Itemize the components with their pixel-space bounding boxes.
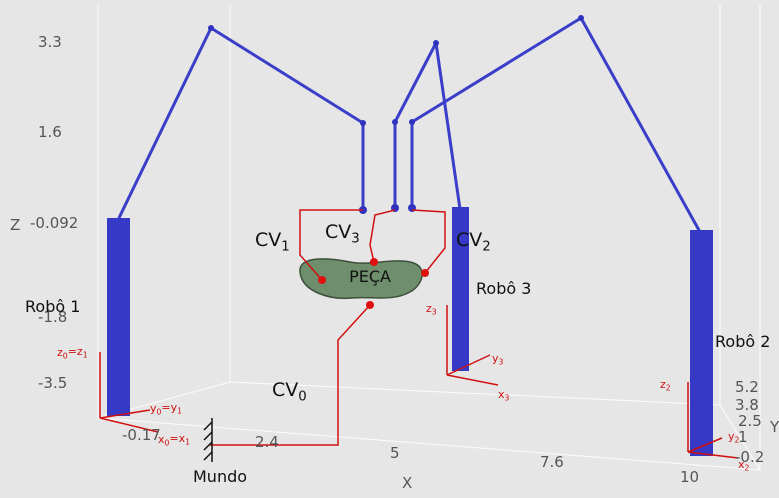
- x-tick-label: -0.17: [122, 426, 161, 444]
- frame-label-subscript: 2: [735, 436, 740, 445]
- frame-label-text: =x: [169, 432, 185, 445]
- tool-label-subscript: 2: [482, 240, 490, 255]
- frame-label-subscript: 1: [185, 438, 190, 447]
- z-tick-label: 1.6: [38, 123, 62, 141]
- x-tick-label: 7.6: [540, 453, 564, 471]
- tool-label-text: CV: [255, 229, 281, 251]
- tool-label-subscript: 3: [351, 232, 359, 247]
- z-tick-label: -0.092: [30, 214, 78, 232]
- y-axis-label: Y: [769, 418, 779, 436]
- frame-label-subscript: 3: [432, 308, 437, 317]
- bounding-box: [98, 5, 760, 470]
- frame-label: y0​=y1​: [150, 401, 182, 417]
- x-axis-label: X: [402, 474, 412, 492]
- robot-columns: [107, 207, 713, 456]
- tool-label: CV0​: [272, 379, 307, 405]
- frame-label-text: =y: [161, 401, 177, 414]
- tool-label: CV3​: [325, 221, 360, 247]
- tool-label-text: CV: [456, 229, 482, 251]
- frame-label-text: =z: [68, 345, 83, 358]
- robot-label: Robô 2: [715, 332, 770, 351]
- frame-label-subscript: 1: [177, 407, 182, 416]
- frame-label-subscript: 1: [83, 351, 88, 360]
- scene: 3.31.6-0.092-1.8-3.5Z-0.172.457.610X-0.2…: [0, 0, 779, 498]
- x-tick-label: 5: [390, 444, 400, 462]
- tool-label-text: CV: [272, 379, 298, 401]
- tool-label-subscript: 0: [298, 390, 306, 405]
- y-tick-label: 3.8: [735, 396, 759, 414]
- y-tick-label: 1: [738, 428, 748, 446]
- tool-label: CV1​: [255, 229, 290, 255]
- frame-label-subscript: 2: [666, 384, 671, 393]
- robot-label: Robô 1: [25, 297, 80, 316]
- y-tick-label: 5.2: [735, 378, 759, 396]
- frame-label-subscript: 3: [505, 394, 510, 403]
- frame-label: x3​: [498, 388, 510, 403]
- robot-label: Robô 3: [476, 279, 531, 298]
- frame-label: z0​=z1​: [57, 345, 88, 361]
- frame-label: z3​: [426, 302, 437, 317]
- world-ground: [204, 418, 212, 462]
- part-label: PEÇA: [349, 267, 391, 286]
- page: 3.31.6-0.092-1.8-3.5Z-0.172.457.610X-0.2…: [0, 0, 779, 498]
- z-tick-label: 3.3: [38, 33, 62, 51]
- tool-label-subscript: 1: [281, 240, 289, 255]
- tool-label-text: CV: [325, 221, 351, 243]
- frame-label-subscript: 2: [745, 464, 750, 473]
- tool-label: CV2​: [456, 229, 491, 255]
- frame-label-subscript: 3: [499, 358, 504, 367]
- world-label: Mundo: [193, 467, 247, 486]
- robot-links: [118, 18, 700, 232]
- y-tick-label: 2.5: [738, 412, 762, 430]
- tool-chains: [100, 210, 738, 458]
- z-tick-label: -3.5: [38, 374, 67, 392]
- z-axis-label: Z: [10, 216, 20, 234]
- frame-label: z2​: [660, 378, 671, 393]
- frame-label: x0​=x1​: [158, 432, 190, 448]
- x-tick-label: 10: [680, 468, 699, 486]
- x-tick-label: 2.4: [255, 433, 279, 451]
- frame-label: y3​: [492, 352, 504, 367]
